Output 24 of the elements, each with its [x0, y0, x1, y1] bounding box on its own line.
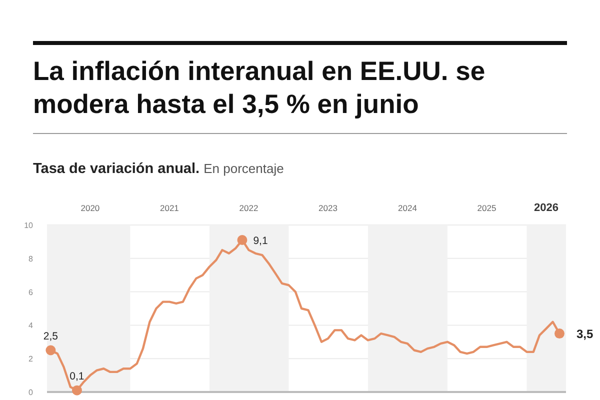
- point: [237, 235, 248, 246]
- y-tick-label: 8: [28, 254, 34, 264]
- point: [554, 328, 564, 339]
- x-tick-label: 2023: [318, 203, 338, 213]
- chart-title: La inflación interanual en EE.UU. se modera hasta el 3,5 % en junio: [33, 55, 486, 121]
- y-tick-label: 0: [28, 388, 34, 397]
- annotation: 3,5: [576, 326, 594, 341]
- x-tick-label: 2026: [534, 202, 558, 214]
- x-tick-label: 2024: [398, 203, 418, 213]
- annotation: 2,5: [43, 330, 58, 342]
- y-tick-label: 4: [28, 321, 34, 330]
- chart-subtitle: Tasa de variación anual.: [33, 161, 200, 177]
- y-tick-label: 10: [24, 221, 34, 230]
- y-axis-title: En porcentaje: [204, 161, 284, 176]
- annotation: 9,1: [253, 234, 268, 247]
- point: [72, 385, 82, 396]
- point: [46, 345, 56, 356]
- x-tick-label: 2021: [160, 203, 180, 213]
- annotation: 0,1: [70, 370, 84, 382]
- x-tick-label: 2022: [239, 203, 258, 213]
- x-tick-label: 2025: [477, 203, 496, 213]
- y-tick-label: 2: [28, 354, 34, 364]
- y-tick-label: 6: [28, 288, 34, 297]
- x-tick-label: 2020: [80, 203, 100, 213]
